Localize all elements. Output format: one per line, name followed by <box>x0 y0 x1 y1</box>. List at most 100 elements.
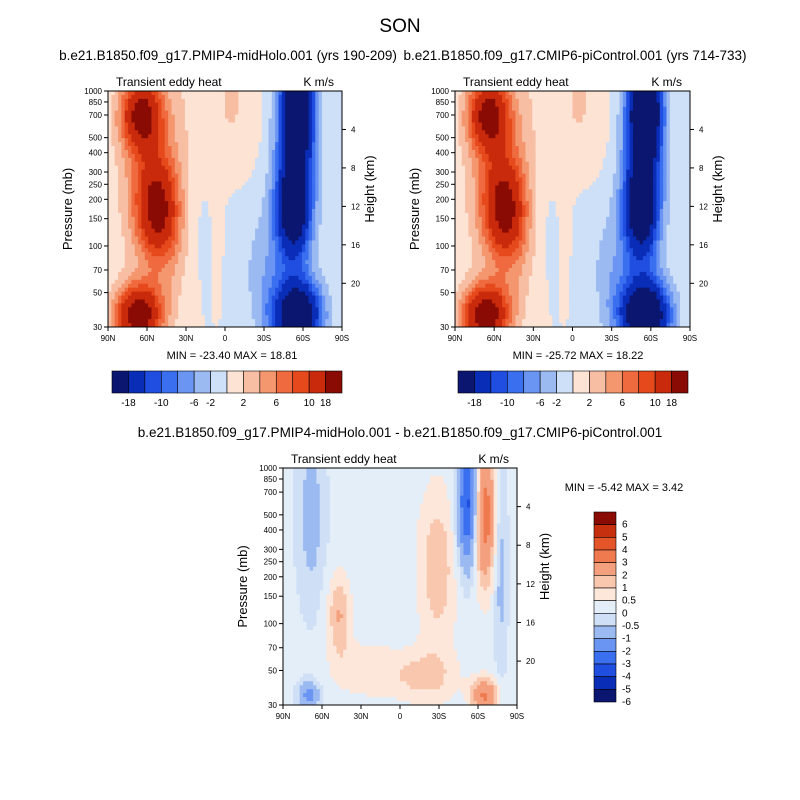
colorbar-box <box>593 600 617 614</box>
colorbar-label: 6 <box>622 520 628 531</box>
right-label: K m/s <box>303 75 334 89</box>
y-tick-label: 150 <box>89 215 103 224</box>
colorbar-box <box>593 613 617 627</box>
colorbar-box <box>593 549 617 563</box>
y-tick-label: 70 <box>93 266 102 275</box>
panel-1-title: b.e21.B1850.f09_g17.PMIP4-midHolo.001 (y… <box>59 48 397 63</box>
colorbar-box <box>275 370 294 394</box>
y-tick-label: 250 <box>436 180 450 189</box>
colorbar-label: -5 <box>622 684 631 695</box>
colorbar-box <box>593 575 617 589</box>
suptitle: SON <box>379 16 420 37</box>
colorbar-box <box>654 370 672 394</box>
x-tick-label: 60S <box>471 712 485 721</box>
colorbar-label: 2 <box>622 570 628 581</box>
y-tick-label: 200 <box>89 195 103 204</box>
colorbar-box <box>160 370 179 394</box>
right-label: K m/s <box>651 75 682 89</box>
height-tick-label: 16 <box>526 618 535 627</box>
colorbar-label: -3 <box>622 659 631 670</box>
colorbar-box <box>193 370 211 394</box>
contour-fill <box>283 468 518 706</box>
y-tick-label: 300 <box>436 168 450 177</box>
min-max-text: MIN = -5.42 MAX = 3.42 <box>565 482 684 494</box>
height-tick-label: 4 <box>699 125 704 134</box>
y-tick-label: 30 <box>268 701 277 710</box>
height-tick-label: 4 <box>526 503 531 512</box>
y-tick-label: 700 <box>89 111 103 120</box>
contour-fill <box>108 91 343 328</box>
x-tick-label: 90N <box>448 334 463 343</box>
colorbar-box <box>226 370 244 394</box>
panel-2-contour-plot: Transient eddy heat K m/s3050701001502002… <box>407 75 725 362</box>
colorbar-box <box>593 651 617 665</box>
x-tick-label: 0 <box>570 334 575 343</box>
colorbar-2: -18 -10 -6 -2 2 6 10 18 <box>457 370 689 409</box>
y-tick-label: 500 <box>436 134 450 143</box>
colorbar-label: -2 <box>552 398 561 409</box>
y-axis-label: Pressure (mb) <box>60 168 75 250</box>
left-label: Transient eddy heat <box>291 452 397 466</box>
y-axis-label-right: Height (km) <box>710 155 725 222</box>
colorbar-label: -1 <box>622 634 631 645</box>
colorbar-label: 1 <box>622 583 628 594</box>
height-tick-label: 16 <box>351 241 360 250</box>
x-tick-label: 30N <box>354 712 369 721</box>
y-tick-label: 700 <box>264 488 278 497</box>
colorbar-box <box>593 663 617 677</box>
x-tick-label: 0 <box>398 712 403 721</box>
y-tick-label: 700 <box>436 111 450 120</box>
y-tick-label: 400 <box>264 526 278 535</box>
colorbar-box <box>506 370 525 394</box>
colorbar-label: 2 <box>241 398 247 409</box>
colorbar-label: 10 <box>304 398 316 409</box>
colorbar-label: -0.5 <box>622 621 640 632</box>
y-axis-label: Pressure (mb) <box>407 168 422 250</box>
x-tick-label: 30S <box>257 334 271 343</box>
y-tick-label: 500 <box>89 134 103 143</box>
y-tick-label: 150 <box>436 215 450 224</box>
colorbar-box <box>638 370 656 394</box>
colorbar-label: 2 <box>587 398 593 409</box>
min-max-text: MIN = -23.40 MAX = 18.81 <box>167 350 298 362</box>
colorbar-box <box>671 370 689 394</box>
colorbar-box <box>593 562 617 576</box>
y-tick-label: 150 <box>264 592 278 601</box>
colorbar-box <box>556 370 574 394</box>
y-tick-label: 500 <box>264 511 278 520</box>
colorbar-label: 6 <box>620 398 626 409</box>
y-axis-label-right: Height (km) <box>362 155 377 222</box>
colorbar-label: -2 <box>206 398 215 409</box>
colorbar-box <box>593 625 617 639</box>
colorbar-box <box>325 370 343 394</box>
x-tick-label: 60S <box>644 334 658 343</box>
colorbar-label: -4 <box>622 672 631 683</box>
panel-2-title: b.e21.B1850.f09_g17.CMIP6-piControl.001 … <box>404 48 747 63</box>
y-tick-label: 1000 <box>84 87 102 96</box>
colorbar-label: -18 <box>121 398 136 409</box>
colorbar-box <box>177 370 195 394</box>
height-tick-label: 4 <box>351 125 356 134</box>
colorbar-box <box>490 370 508 394</box>
y-tick-label: 1000 <box>431 87 449 96</box>
colorbar-box <box>523 370 541 394</box>
y-tick-label: 50 <box>93 289 102 298</box>
colorbar-box <box>593 638 617 652</box>
colorbar-label: -6 <box>622 697 631 708</box>
colorbar-box <box>593 537 617 551</box>
colorbar-label: 6 <box>274 398 280 409</box>
y-tick-label: 50 <box>440 289 449 298</box>
height-tick-label: 20 <box>699 279 708 288</box>
height-tick-label: 8 <box>351 164 356 173</box>
height-tick-label: 20 <box>351 279 360 288</box>
panel-3-contour-plot: Transient eddy heat K m/s3050701001502002… <box>235 452 683 721</box>
y-tick-label: 200 <box>436 195 450 204</box>
y-tick-label: 400 <box>89 149 103 158</box>
colorbar-box <box>572 370 590 394</box>
colorbar-label: -6 <box>536 398 545 409</box>
colorbar-box <box>111 370 129 394</box>
x-tick-label: 90N <box>276 712 291 721</box>
colorbar-label: -6 <box>190 398 199 409</box>
y-tick-label: 400 <box>436 149 450 158</box>
contour-fill <box>455 91 691 328</box>
